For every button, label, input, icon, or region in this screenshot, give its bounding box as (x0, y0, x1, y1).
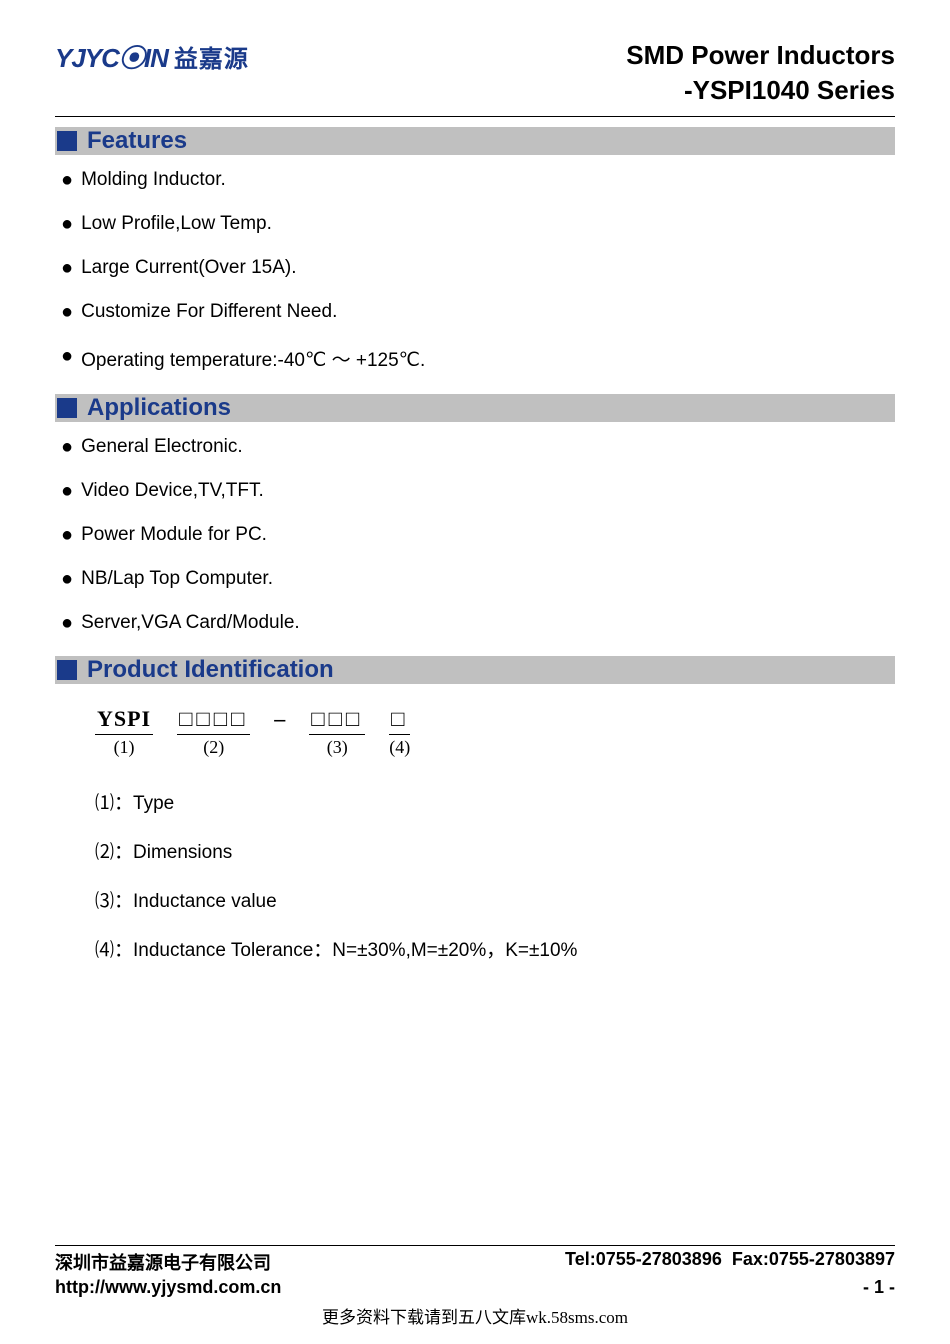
legend-text: ：Inductance Tolerance：N=±30%,M=±20%，K=±1… (114, 940, 577, 961)
logo-cn: 益嘉源 (174, 39, 249, 74)
scheme-part-3: □□□ (3) (309, 706, 365, 758)
bullet-icon: ● (61, 213, 73, 235)
watermark-text: 更多资料下载请到五八文库wk.58sms.com (0, 1303, 950, 1328)
item-text: Video Device,TV,TFT. (81, 480, 264, 502)
bullet-icon: ● (61, 257, 73, 279)
page-footer: 深圳市益嘉源电子有限公司 Tel:0755-27803896 Fax:0755-… (55, 1245, 895, 1298)
legend-num: ⑷ (95, 940, 114, 961)
footer-row-2: http://www.yjysmd.com.cn - 1 - (55, 1277, 895, 1298)
bullet-icon: ● (61, 436, 73, 458)
features-header: Features (55, 127, 895, 155)
scheme-legend: ⑴：Type ⑵：Dimensions ⑶：Inductance value ⑷… (95, 788, 895, 962)
scheme-top: □□□□ (177, 706, 250, 735)
list-item: ● Large Current(Over 15A). (61, 257, 895, 279)
bullet-icon: ● (61, 612, 73, 634)
applications-header: Applications (55, 394, 895, 422)
item-text: Operating temperature:-40℃ ～ +125℃. (81, 345, 425, 372)
bullet-icon: ● (61, 524, 73, 546)
legend-text: ：Type (114, 793, 174, 814)
item-text: Molding Inductor. (81, 169, 226, 191)
list-item: ● Server,VGA Card/Module. (61, 612, 895, 634)
list-item: ● Operating temperature:-40℃ ～ +125℃. (61, 345, 895, 372)
footer-rule (55, 1245, 895, 1246)
header-rule (55, 116, 895, 117)
list-item: ● Low Profile,Low Temp. (61, 213, 895, 235)
product-id-title: Product Identification (87, 656, 334, 684)
legend-item: ⑴：Type (95, 788, 895, 815)
website-url: http://www.yjysmd.com.cn (55, 1277, 281, 1298)
scheme-dash: – (274, 706, 285, 732)
document-title: SMD Power Inductors -YSPI1040 Series (626, 38, 895, 108)
section-square-icon (57, 131, 77, 151)
scheme-part-1: YSPI (1) (95, 706, 153, 758)
scheme-sub: (1) (95, 737, 153, 758)
logo-text: YJYC⦿IN (55, 38, 168, 75)
item-text: Power Module for PC. (81, 524, 267, 546)
page-header: YJYC⦿IN 益嘉源 SMD Power Inductors -YSPI104… (55, 38, 895, 108)
bullet-icon: ● (61, 480, 73, 502)
legend-item: ⑵：Dimensions (95, 837, 895, 864)
title-line-2: -YSPI1040 Series (626, 73, 895, 108)
tel: Tel:0755-27803896 (565, 1249, 722, 1269)
legend-num: ⑴ (95, 793, 114, 814)
item-text: Large Current(Over 15A). (81, 257, 296, 279)
list-item: ● Customize For Different Need. (61, 301, 895, 323)
bullet-icon: ● (61, 169, 73, 191)
legend-item: ⑷：Inductance Tolerance：N=±30%,M=±20%，K=±… (95, 935, 895, 962)
bullet-icon: ● (61, 345, 73, 367)
company-name: 深圳市益嘉源电子有限公司 (55, 1249, 271, 1275)
scheme-sub: (3) (309, 737, 365, 758)
legend-text: ：Inductance value (114, 891, 277, 912)
scheme-top: □□□ (309, 706, 365, 735)
item-text: General Electronic. (81, 436, 243, 458)
product-id-header: Product Identification (55, 656, 895, 684)
legend-text: ：Dimensions (114, 842, 232, 863)
product-id-scheme: YSPI (1) □□□□ (2) – □□□ (3) □ (4) ⑴：Type… (95, 706, 895, 962)
bullet-icon: ● (61, 568, 73, 590)
list-item: ● NB/Lap Top Computer. (61, 568, 895, 590)
scheme-sub: (2) (177, 737, 250, 758)
scheme-row: YSPI (1) □□□□ (2) – □□□ (3) □ (4) (95, 706, 895, 758)
fax: Fax:0755-27803897 (732, 1249, 895, 1269)
page-number: - 1 - (863, 1277, 895, 1298)
footer-row-1: 深圳市益嘉源电子有限公司 Tel:0755-27803896 Fax:0755-… (55, 1249, 895, 1275)
logo: YJYC⦿IN 益嘉源 (55, 38, 249, 75)
item-text: NB/Lap Top Computer. (81, 568, 273, 590)
scheme-part-4: □ (4) (389, 706, 410, 758)
scheme-part-2: □□□□ (2) (177, 706, 250, 758)
item-text: Server,VGA Card/Module. (81, 612, 300, 634)
features-title: Features (87, 127, 187, 155)
applications-list: ● General Electronic. ● Video Device,TV,TF… (55, 436, 895, 634)
section-square-icon (57, 660, 77, 680)
section-square-icon (57, 398, 77, 418)
list-item: ● Power Module for PC. (61, 524, 895, 546)
bullet-icon: ● (61, 301, 73, 323)
list-item: ● General Electronic. (61, 436, 895, 458)
list-item: ● Video Device,TV,TFT. (61, 480, 895, 502)
legend-item: ⑶：Inductance value (95, 886, 895, 913)
item-text: Low Profile,Low Temp. (81, 213, 272, 235)
item-text: Customize For Different Need. (81, 301, 337, 323)
legend-num: ⑶ (95, 891, 114, 912)
contact-info: Tel:0755-27803896 Fax:0755-27803897 (565, 1249, 895, 1275)
title-line-1: SMD Power Inductors (626, 38, 895, 73)
applications-title: Applications (87, 394, 231, 422)
scheme-top: YSPI (95, 706, 153, 735)
scheme-top: □ (389, 706, 410, 735)
list-item: ● Molding Inductor. (61, 169, 895, 191)
features-list: ● Molding Inductor. ● Low Profile,Low Temp… (55, 169, 895, 372)
scheme-sub: (4) (389, 737, 410, 758)
legend-num: ⑵ (95, 842, 114, 863)
